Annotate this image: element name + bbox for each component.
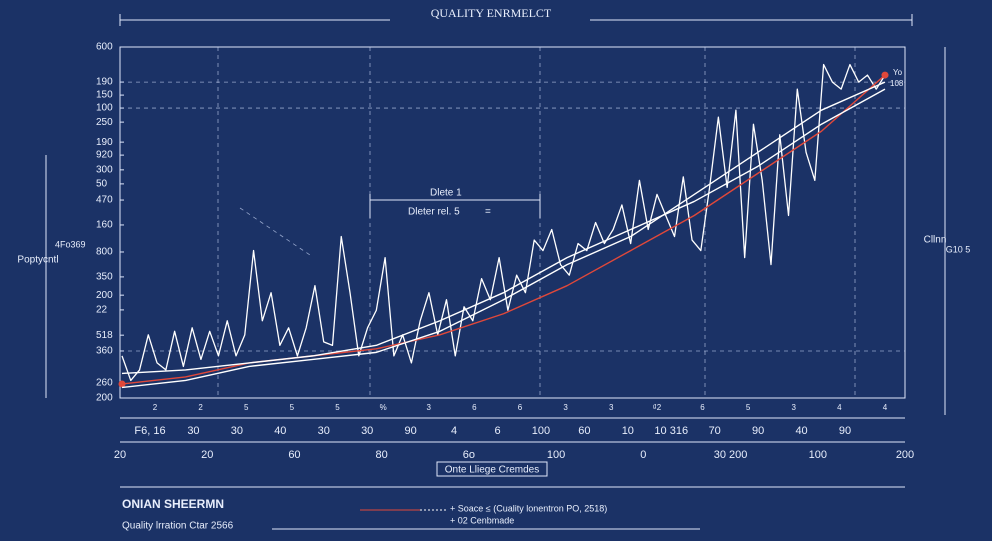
x-tick-label: 80 [376, 449, 388, 461]
x-tick-label: 40 [795, 425, 807, 437]
left-label: 4Fo369 [55, 239, 86, 249]
plot-frame [119, 46, 906, 399]
x-tick-label: 3 [427, 403, 432, 412]
x-tick-label: 20 [114, 449, 126, 461]
y-tick-label: 360 [96, 346, 113, 357]
footer-subtitle: Quality lrration Ctar 2566 [122, 521, 234, 532]
x-tick-label: 4 [837, 403, 842, 412]
x-tick-label: 60 [288, 449, 300, 461]
x-tick-label: 5 [335, 403, 340, 412]
series-line [121, 74, 886, 385]
box-label: Dleter rel. 5 [408, 207, 460, 218]
x-tick-label: 2 [198, 403, 203, 412]
box-label: = [485, 207, 491, 218]
left-label: Poptycntl [17, 255, 58, 266]
series-line [121, 63, 886, 382]
y-tick-label: 160 [96, 220, 113, 231]
x-tick-label: 3 [609, 403, 614, 412]
x-tick-label: 10 [622, 425, 634, 437]
x-tick-label: 3 [563, 403, 568, 412]
legend-title: Onte Lliege Cremdes [445, 465, 540, 476]
corner-label: 108 [890, 79, 904, 88]
v-grid [217, 47, 856, 398]
chart-title: QUALITY ENRMELCT [431, 6, 552, 20]
corner-label: Yo [893, 68, 903, 77]
series-line [121, 88, 886, 375]
x-tick-label: 4 [451, 425, 457, 437]
x-tick-label: 90 [752, 425, 764, 437]
x-tick-label: ₫2 [653, 403, 662, 412]
x-tick-label: 100 [809, 449, 827, 461]
x-tick-label: 10 316 [654, 425, 688, 437]
y-tick-label: 518 [96, 330, 113, 341]
title-bg [390, 8, 590, 22]
x-tick-label: % [380, 403, 387, 412]
x-tick-label: 6o [463, 449, 475, 461]
y-tick-label: 470 [96, 195, 113, 206]
x-tick-label: 0 [640, 449, 646, 461]
x-tick-label: 70 [709, 425, 721, 437]
x-tick-label: 5 [290, 403, 295, 412]
footer-title: ONIAN SHEERMN [122, 497, 224, 511]
y-tick-label: 250 [96, 117, 113, 128]
x-tick-label: 90 [839, 425, 851, 437]
y-tick-label: 800 [96, 247, 113, 258]
series-line [121, 81, 886, 389]
y-tick-label: 100 [96, 103, 113, 114]
y-tick-label: 190 [96, 77, 113, 88]
x-tick-label: 6 [472, 403, 477, 412]
x-tick-label: 30 200 [714, 449, 748, 461]
x-tick-label: 30 [361, 425, 373, 437]
end-dot [118, 380, 126, 388]
footer-note: + Soace ≤ (Cuality lonentron PO, 2518) [450, 503, 607, 513]
x-tick-label: 40 [274, 425, 286, 437]
x-tick-label: 90 [405, 425, 417, 437]
x-tick-label: 6 [494, 425, 500, 437]
legend-box [436, 461, 548, 477]
right-label: Cllnn [924, 235, 947, 246]
x-tick-label: 100 [532, 425, 550, 437]
y-tick-label: 190 [96, 137, 113, 148]
y-tick-label: 260 [96, 378, 113, 389]
x-tick-label: 20 [201, 449, 213, 461]
x-tick-label: 30 [187, 425, 199, 437]
y-tick-label: 600 [96, 42, 113, 53]
y-tick-label: 300 [96, 164, 113, 175]
x-tick-label: 60 [578, 425, 590, 437]
x-tick-label: 5 [244, 403, 249, 412]
pointer [239, 207, 311, 256]
end-dot [881, 71, 889, 79]
y-tick-label: 50 [96, 179, 108, 190]
x-tick-label: 30 [318, 425, 330, 437]
x-tick-label: 3 [792, 403, 797, 412]
x-tick-label: 5 [746, 403, 751, 412]
x-tick-label: 6 [700, 403, 705, 412]
x-tick-label: 30 [231, 425, 243, 437]
x-tick-label: 100 [547, 449, 565, 461]
footer-note: + 02 Cenbmade [450, 515, 514, 525]
right-label: G10 5 [946, 244, 971, 254]
x-tick-label: F6, 16 [134, 425, 165, 437]
x-tick-label: 4 [883, 403, 888, 412]
x-tick-label: 200 [896, 449, 914, 461]
y-tick-label: 200 [96, 393, 113, 404]
x-tick-label: 6 [518, 403, 523, 412]
y-tick-label: 350 [96, 272, 113, 283]
y-tick-label: 150 [96, 90, 113, 101]
box-label: Dlete 1 [430, 188, 462, 199]
y-tick-label: 920 [96, 150, 113, 161]
y-tick-label: 22 [96, 305, 108, 316]
y-tick-label: 200 [96, 290, 113, 301]
x-tick-label: 2 [153, 403, 158, 412]
